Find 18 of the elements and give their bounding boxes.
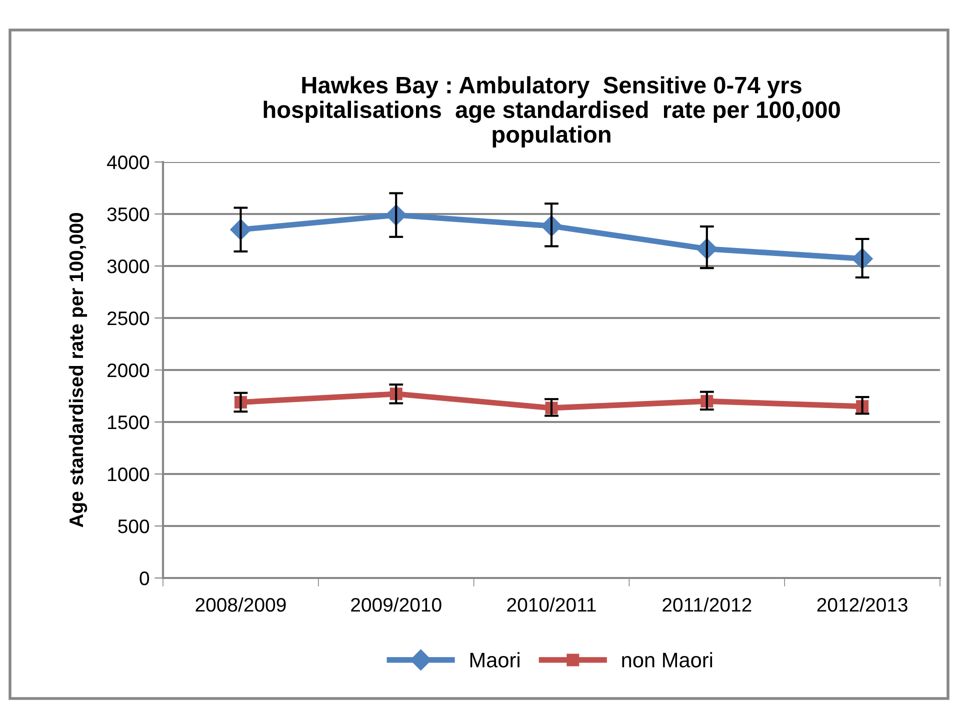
y-tick-label: 500 xyxy=(118,519,150,534)
legend-label: non Maori xyxy=(622,652,712,668)
y-tick-label: 3000 xyxy=(107,259,150,274)
x-tick-label: 2011/2012 xyxy=(662,597,752,612)
y-tick-label: 1000 xyxy=(108,467,150,482)
y-tick-label: 0 xyxy=(140,571,150,586)
y-tick-label: 2500 xyxy=(108,311,150,326)
y-tick-label: 3500 xyxy=(107,207,150,222)
x-tick-label: 2012/2013 xyxy=(817,597,908,612)
y-axis-title: Age standardised rate per 100,000 xyxy=(68,212,88,528)
legend-label: Maori xyxy=(470,652,520,668)
x-tick-label: 2008/2009 xyxy=(196,597,286,612)
y-tick-label: 1500 xyxy=(108,415,150,430)
x-tick-label: 2009/2010 xyxy=(351,597,442,612)
y-tick-label: 2000 xyxy=(108,363,150,378)
chart-title: Hawkes Bay : Ambulatory Sensitive 0-74 yrs hospitalisations age standardised rate per 100,000 population xyxy=(264,76,840,148)
y-tick-label: 4000 xyxy=(107,155,150,170)
x-tick-label: 2010/2011 xyxy=(507,597,596,612)
